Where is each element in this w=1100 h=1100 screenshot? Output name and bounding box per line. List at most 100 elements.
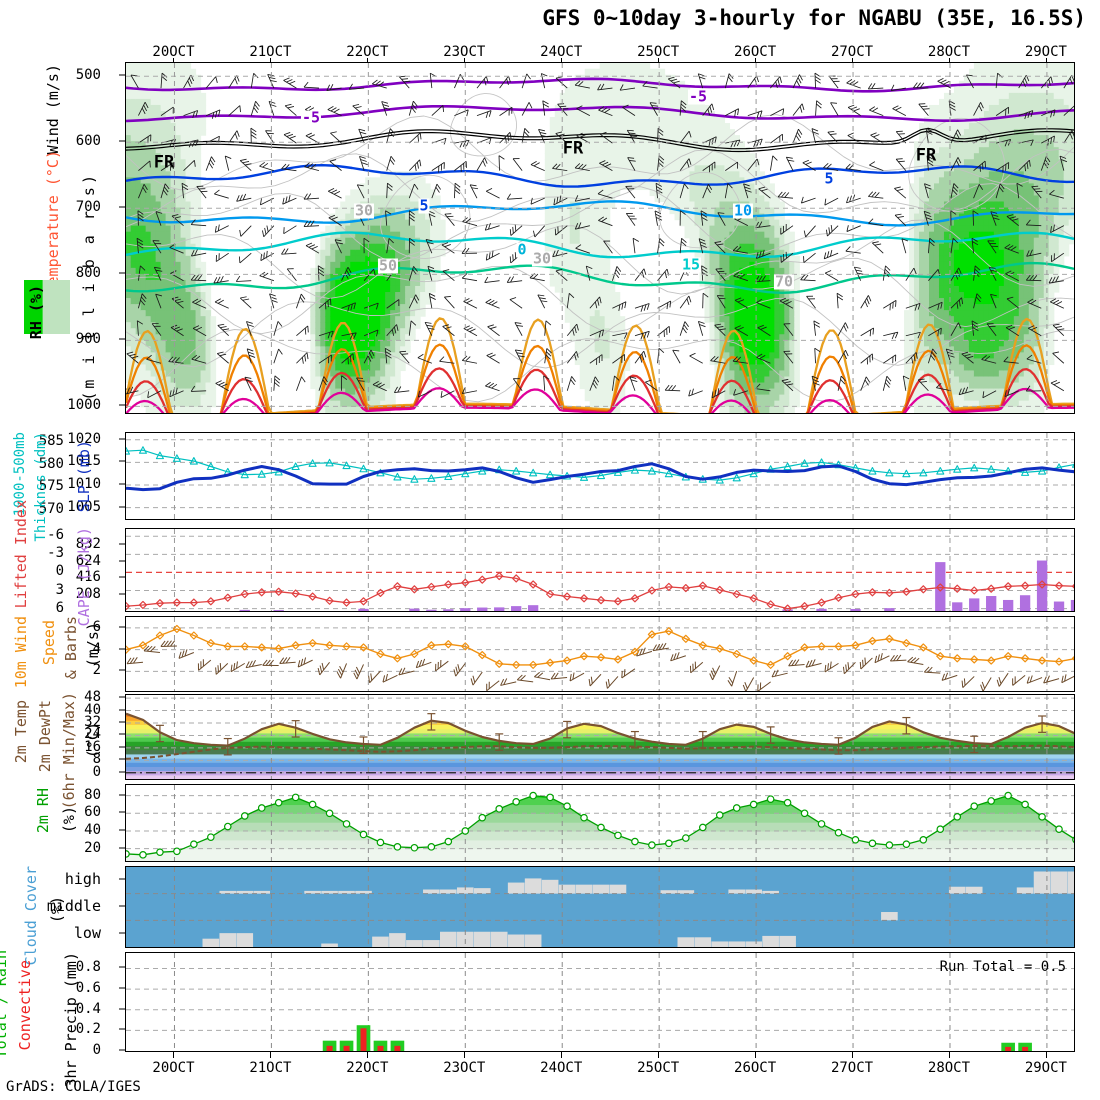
wind-tick-mark	[119, 669, 125, 671]
temp-tick-label: 16	[84, 738, 101, 755]
cape-tick-mark	[119, 543, 125, 545]
x-axis-label: 23OCT	[443, 44, 486, 60]
precip-tick-mark	[119, 966, 125, 968]
label-rh-unit: (%)	[60, 806, 78, 834]
temp-tick-label: 48	[84, 689, 101, 706]
cape-tick-label: 832	[75, 536, 101, 553]
x-axis-label: 27OCT	[830, 44, 874, 60]
cloud-cover-plot	[126, 867, 1074, 947]
rh-tick-label: 20	[84, 839, 101, 856]
temp-tick-mark	[119, 696, 125, 698]
thickness-tick-label: 575	[38, 478, 64, 495]
wind-tick-label: 4	[92, 640, 101, 657]
contour-label: 0	[516, 240, 528, 259]
panel-upper-air: -5 -5 FR FR FR 5 5 10 0 15 30 50 30 70	[125, 62, 1075, 414]
cape-tick-label: 416	[75, 569, 101, 586]
contour-label: 30	[531, 249, 553, 268]
chart-svg	[126, 867, 1074, 947]
run-total-label: Run Total = 0.5	[939, 959, 1066, 975]
y-axis-tick-mark	[119, 338, 125, 340]
panel-precip: Run Total = 0.5	[125, 952, 1075, 1052]
temp-tick-mark	[119, 746, 125, 748]
label-convective: Convective	[16, 960, 34, 1051]
contour-label: 5	[418, 196, 430, 215]
contour-label: 10	[732, 201, 754, 220]
cape-tick-label: 208	[75, 585, 101, 602]
precip-tick-label: 0.8	[75, 959, 101, 976]
x-axis-label: 26OCT	[734, 1060, 777, 1076]
x-axis-tick-mark	[173, 1052, 175, 1058]
label-2m-dewpt: 2m DewPt	[36, 700, 54, 773]
x-axis-tick-mark	[1045, 1052, 1047, 1058]
cloud-row-tick	[119, 878, 125, 880]
label-lifted-index: Lifted Index	[12, 500, 30, 609]
wind-tick-label: 6	[92, 618, 101, 635]
x-axis-tick-mark	[852, 1052, 854, 1058]
x-axis-tick-mark	[658, 58, 660, 63]
freezing-level-label: FR	[153, 152, 175, 173]
x-axis-label: 29OCT	[1024, 44, 1067, 60]
label-rh-percent: RH (%)	[27, 285, 45, 340]
slp-tick-mark	[119, 483, 125, 485]
x-axis-tick-mark	[270, 58, 272, 63]
contour-label: 30	[353, 201, 375, 220]
label-wind-ms: Wind (m/s)	[44, 64, 62, 155]
precip-tick-label: 0.2	[75, 1021, 101, 1038]
x-axis-label: 25OCT	[637, 1060, 680, 1076]
temp-tick-label: 8	[92, 751, 101, 768]
chart-svg	[126, 953, 1074, 1051]
temp-tick-mark	[119, 771, 125, 773]
page-title: GFS 0~10day 3-hourly for NGABU (35E, 16.…	[542, 6, 1086, 30]
precip-plot	[126, 953, 1074, 1051]
precip-tick-mark	[119, 1049, 125, 1051]
precip-tick-label: 0.4	[75, 1000, 101, 1017]
rh-tick-mark	[119, 811, 125, 813]
y-axis-tick-label: 500	[75, 67, 101, 84]
label-3hr-precip: 3hr Precip (mm)	[62, 952, 80, 1088]
temp-dewpt-plot	[126, 695, 1074, 779]
lifted-index-tick-label: 0	[55, 563, 64, 580]
upper-air-plot: -5 -5 FR FR FR 5 5 10 0 15 30 50 30 70	[126, 63, 1074, 413]
cape-tick-label: 624	[75, 552, 101, 569]
x-axis-label: 24OCT	[540, 1060, 583, 1076]
cloud-row-label: low	[73, 923, 101, 942]
thickness-tick-label: 570	[38, 500, 64, 517]
contour-label: 15	[680, 255, 702, 274]
thickness-tick-label: 585	[38, 433, 64, 450]
slp-tick-label: 1015	[67, 453, 101, 470]
contour-label: -5	[687, 87, 709, 106]
lifted-index-tick-label: 3	[55, 581, 64, 598]
panel-2m-rh	[125, 784, 1075, 862]
x-axis-tick-mark	[948, 1052, 950, 1058]
x-axis-tick-mark	[561, 58, 563, 63]
precip-tick-mark	[119, 987, 125, 989]
panel-2m-temp-dewpt	[125, 694, 1075, 780]
wind-tick-label: 2	[92, 662, 101, 679]
x-axis-tick-mark	[173, 58, 175, 63]
y-axis-tick-label: 1000	[67, 397, 101, 414]
slp-tick-label: 1020	[67, 430, 101, 447]
x-axis-tick-mark	[464, 1052, 466, 1058]
label-temperature: Temperature (°C)	[44, 150, 62, 295]
rh-legend-swatch	[24, 280, 70, 334]
slp-thickness-plot	[126, 433, 1074, 519]
contour-label: 50	[377, 256, 399, 275]
precip-tick-label: 0.6	[75, 980, 101, 997]
precip-tick-mark	[119, 1008, 125, 1010]
x-axis-tick-mark	[852, 58, 854, 63]
precip-tick-mark	[119, 1028, 125, 1030]
label-cloud-unit: (%)	[48, 896, 66, 924]
cloud-row-tick	[119, 905, 125, 907]
y-axis-tick-label: 900	[75, 331, 101, 348]
label-2m-rh: 2m RH	[34, 788, 52, 834]
x-axis-label: 22OCT	[346, 44, 389, 60]
y-axis-tick-label: 700	[75, 199, 101, 216]
temp-tick-mark	[119, 721, 125, 723]
y-axis-tick-label: 600	[75, 133, 101, 150]
label-millibars: (m i l l i b a r s)	[80, 172, 98, 401]
temp-tick-label: 24	[84, 726, 101, 743]
x-axis-tick-mark	[561, 1052, 563, 1058]
label-10m-wind: 10m Wind	[12, 616, 30, 689]
y-axis-tick-mark	[119, 206, 125, 208]
chart-svg	[126, 63, 1074, 413]
